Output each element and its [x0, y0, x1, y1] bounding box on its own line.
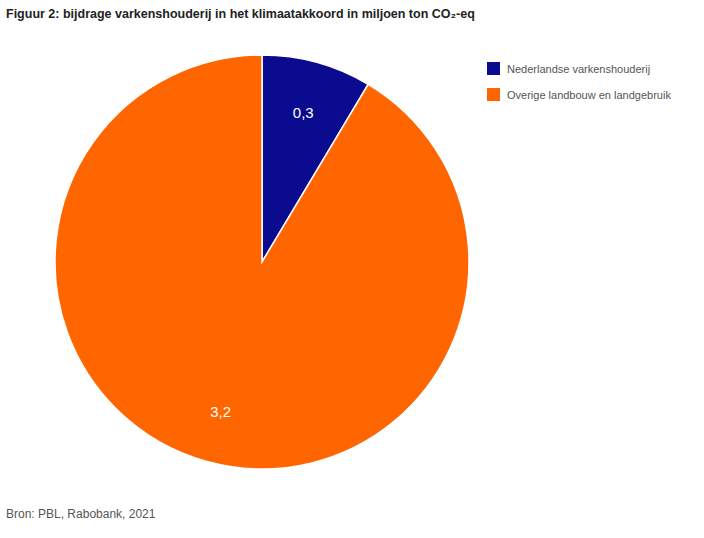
chart: Figuur 2: bijdrage varkenshouderij in he… [0, 0, 704, 538]
data-label: 0,3 [293, 104, 314, 121]
data-labels: 0,3 3,2 [210, 104, 313, 420]
legend: Nederlandse varkenshouderij Overige landb… [487, 62, 671, 101]
legend-swatch [487, 88, 500, 101]
legend-label: Overige landbouw en landgebruik [507, 89, 671, 101]
legend-label: Nederlandse varkenshouderij [507, 63, 650, 75]
slice [55, 55, 469, 469]
title: Figuur 2: bijdrage varkenshouderij in he… [6, 7, 475, 21]
legend-swatch [487, 62, 500, 75]
data-label: 3,2 [210, 403, 231, 420]
slices [55, 55, 469, 469]
source: Bron: PBL, Rabobank, 2021 [6, 507, 156, 521]
